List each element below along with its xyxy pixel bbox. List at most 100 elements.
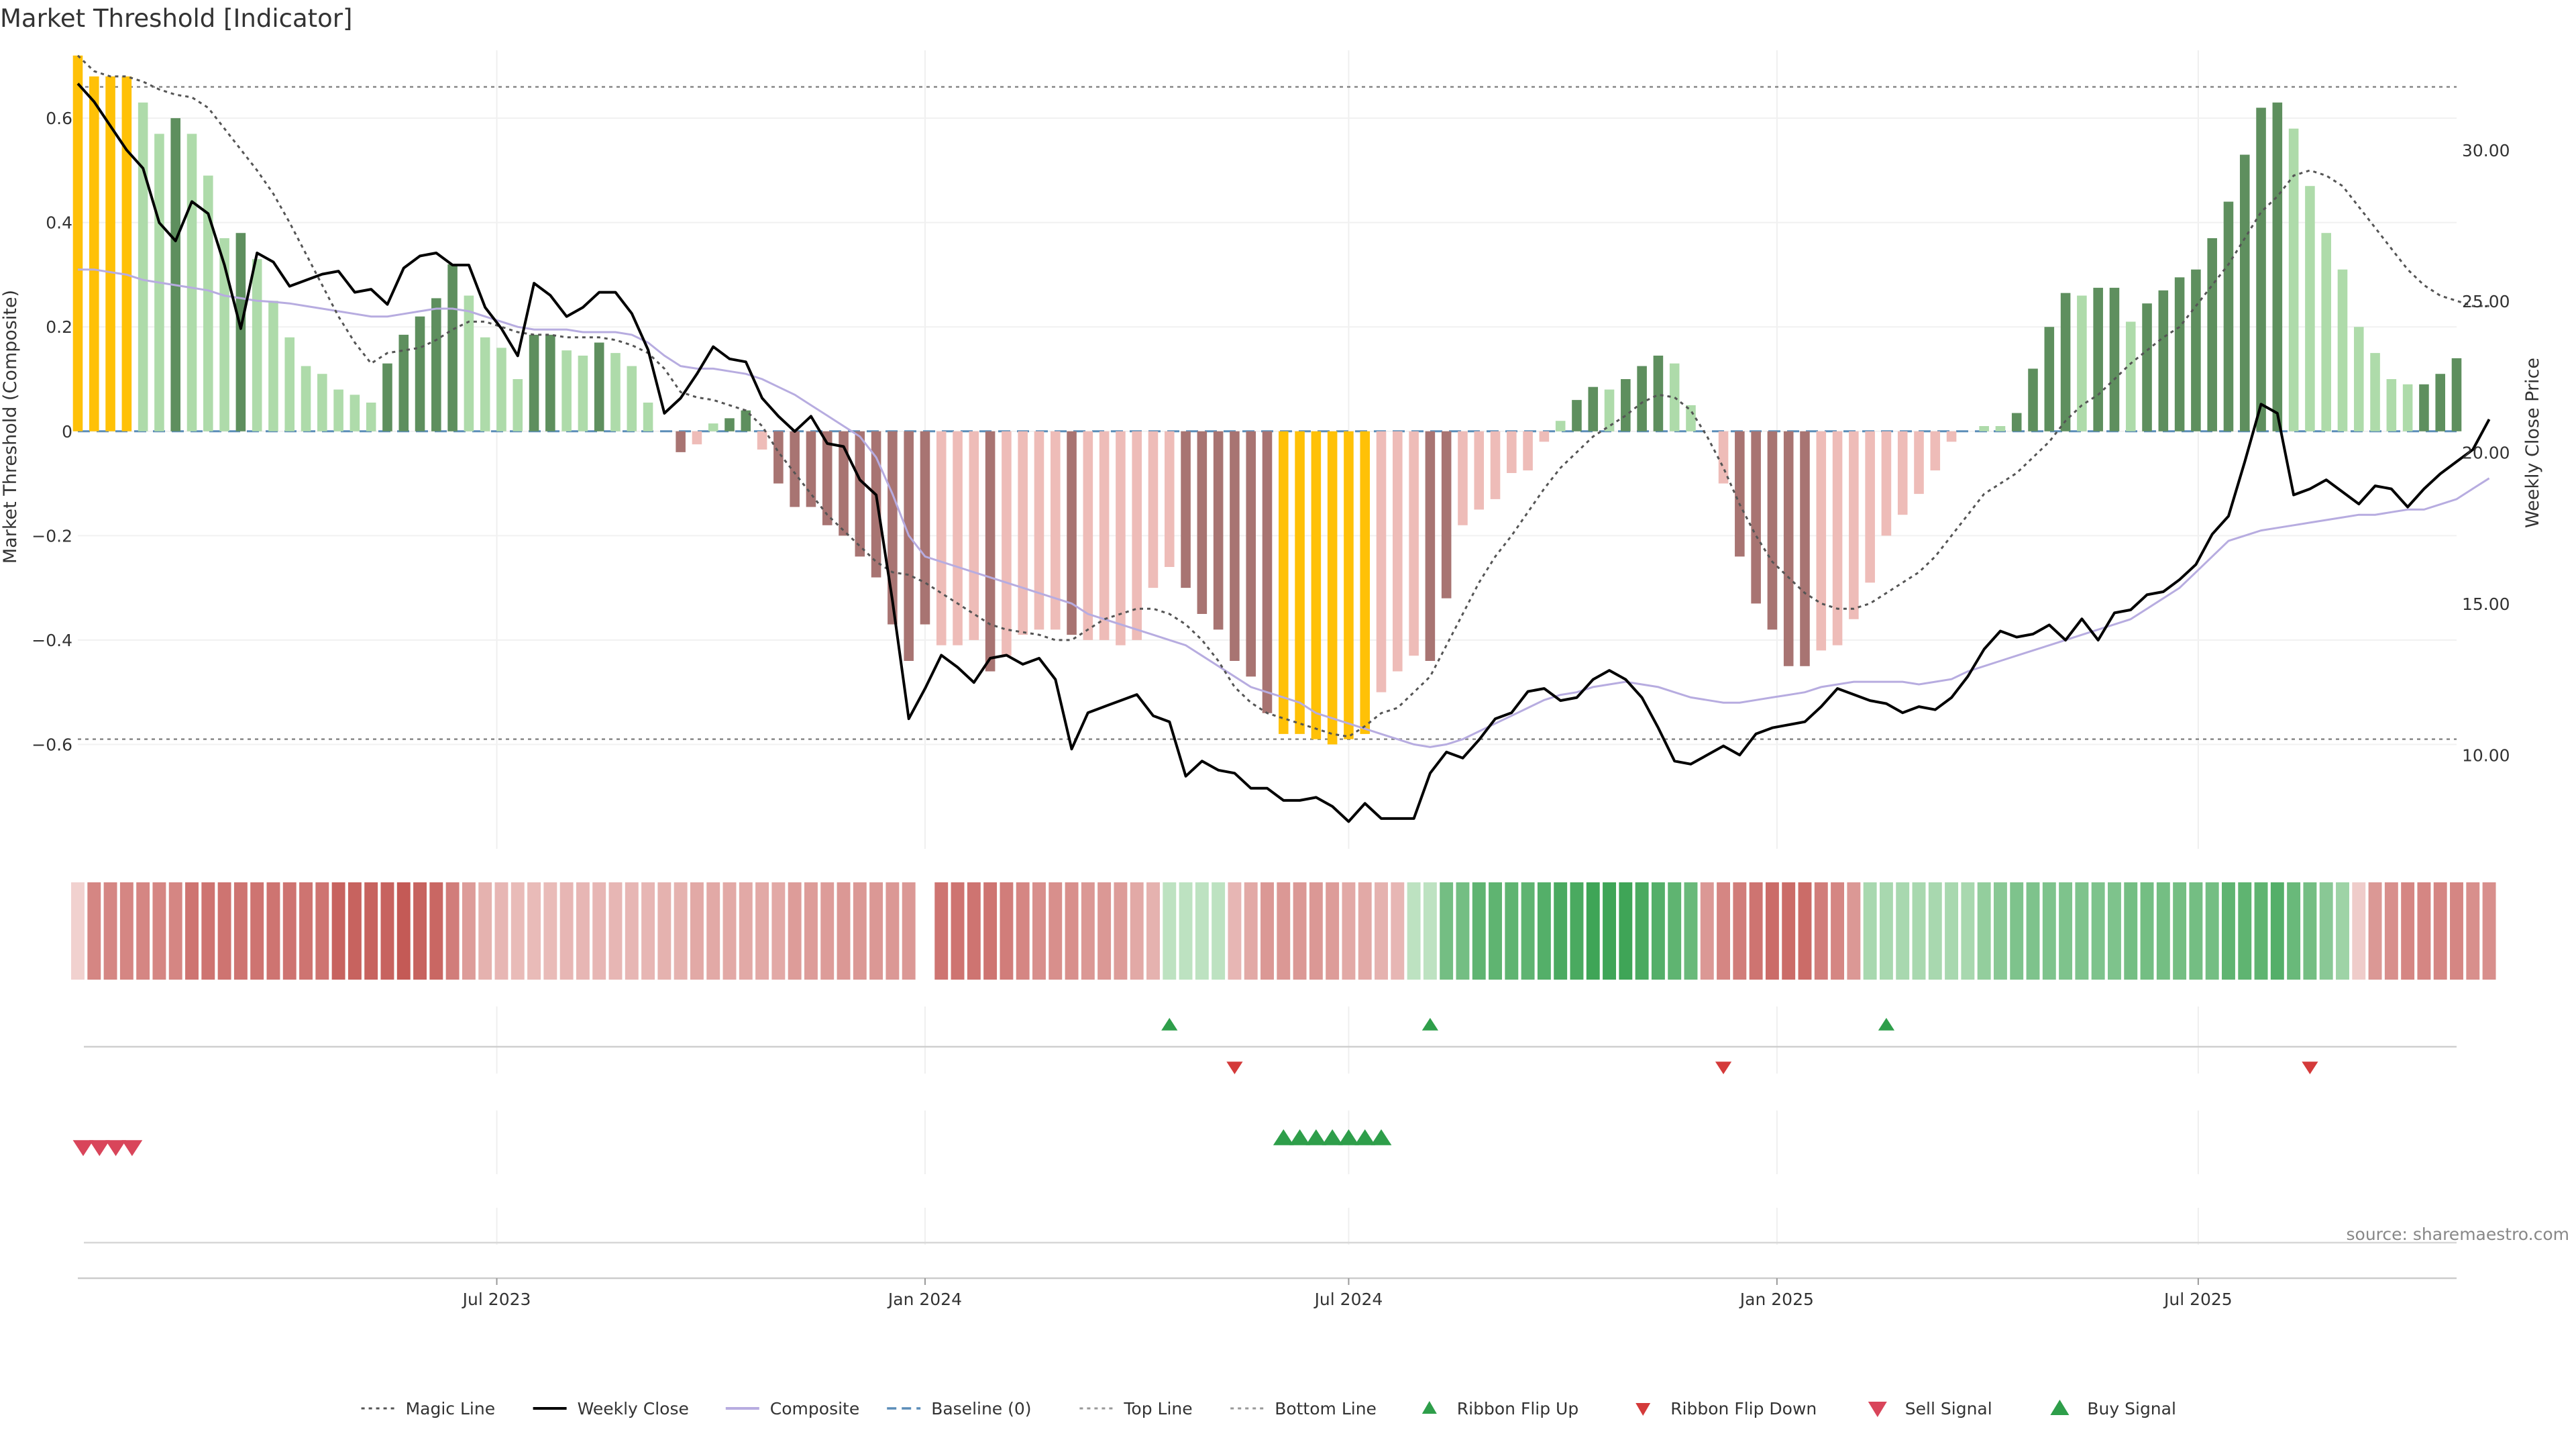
bar-131 (2207, 238, 2217, 431)
bar-74 (1279, 431, 1289, 734)
bar-75 (1295, 431, 1305, 734)
ribbon-cell-118 (1993, 882, 2007, 980)
y-right-tick-0: 30.00 (2462, 141, 2510, 160)
legend-label-7: Ribbon Flip Down (1670, 1399, 1817, 1418)
ribbon-flip-up-1 (1421, 1018, 1438, 1031)
ribbon-cell-128 (2156, 882, 2170, 980)
bar-107 (1816, 431, 1827, 651)
bar-145 (2435, 374, 2445, 431)
bar-58 (1018, 431, 1028, 635)
bar-115 (1946, 431, 1957, 442)
legend-label-4: Top Line (1123, 1399, 1192, 1418)
magic-line (76, 54, 2489, 738)
legend-item-7: Ribbon Flip Down (1635, 1399, 1817, 1418)
ribbon-cell-139 (2336, 882, 2349, 980)
bar-99 (1686, 405, 1696, 431)
bar-2 (105, 76, 115, 431)
ribbon-cell-85 (1456, 882, 1470, 980)
ribbon-cell-37 (674, 882, 688, 980)
bar-48 (855, 431, 865, 557)
bar-23 (447, 264, 458, 431)
ribbon-cell-17 (347, 882, 362, 980)
ribbon-cell-31 (576, 882, 590, 980)
ribbon-layer (71, 882, 2496, 980)
x-tick-2: Jul 2024 (1313, 1290, 1383, 1309)
ribbon-cell-117 (1977, 882, 1991, 980)
bar-133 (2239, 154, 2250, 431)
bar-27 (513, 379, 523, 431)
ribbon-cell-66 (1146, 882, 1160, 980)
bar-127 (2142, 303, 2152, 431)
bar-37 (676, 431, 686, 452)
ribbon-cell-30 (559, 882, 574, 980)
ribbon-cell-92 (1570, 882, 1584, 980)
ribbon-cell-112 (1896, 882, 1910, 980)
ribbon-cell-45 (804, 882, 818, 980)
bar-70 (1213, 431, 1224, 630)
bar-66 (1148, 431, 1159, 588)
legend-item-6: Ribbon Flip Up (1421, 1399, 1578, 1418)
bar-15 (317, 374, 327, 431)
ribbon-cell-11 (250, 882, 264, 980)
ribbon-cell-120 (2026, 882, 2040, 980)
bar-42 (757, 431, 767, 450)
ribbon-cell-115 (1945, 882, 1959, 980)
source-note: source: sharemaestro.com (2347, 1225, 2570, 1244)
buy-signal-3 (1322, 1129, 1343, 1145)
ribbon-cell-133 (2238, 882, 2252, 980)
ribbon-cell-69 (1195, 882, 1209, 980)
ribbon-cell-96 (1635, 882, 1649, 980)
legend-item-2: Composite (725, 1399, 859, 1418)
bar-87 (1490, 431, 1501, 499)
ribbon-cell-97 (1651, 882, 1665, 980)
ribbon-cell-14 (299, 882, 313, 980)
bar-90 (1539, 431, 1550, 442)
ribbon-cell-119 (2010, 882, 2024, 980)
ribbon-cell-20 (396, 882, 411, 980)
ribbon-cell-58 (1016, 882, 1030, 980)
bar-88 (1507, 431, 1517, 473)
ribbon-cell-49 (869, 882, 883, 980)
bar-54 (953, 431, 963, 645)
ribbon-cell-28 (527, 882, 541, 980)
bar-112 (1897, 431, 1908, 515)
ribbon-cell-116 (1961, 882, 1975, 980)
sell-signal-2 (105, 1140, 126, 1156)
y-left-tick-0: 0.6 (46, 109, 72, 128)
bar-12 (268, 301, 278, 431)
bar-67 (1164, 431, 1175, 567)
legend-swatch-7 (1635, 1403, 1651, 1416)
ribbon-cell-62 (1081, 882, 1095, 980)
legend-item-0: Magic Line (361, 1399, 495, 1418)
bar-97 (1653, 356, 1664, 431)
ribbon-cell-106 (1798, 882, 1812, 980)
bar-144 (2419, 384, 2429, 431)
bar-86 (1474, 431, 1485, 510)
ribbon-cell-83 (1423, 882, 1437, 980)
x-tick-1: Jan 2024 (887, 1290, 962, 1309)
bar-81 (1393, 431, 1403, 672)
y-right-tick-1: 25.00 (2462, 292, 2510, 311)
ribbon-cell-40 (722, 882, 737, 980)
lines-layer (76, 54, 2491, 823)
bar-7 (186, 134, 197, 431)
y-right-tick-4: 10.00 (2462, 745, 2510, 765)
bar-59 (1034, 431, 1044, 630)
ribbon-cell-41 (739, 882, 753, 980)
sell-signal-3 (121, 1140, 143, 1156)
bar-140 (2353, 327, 2364, 431)
ribbon-cell-108 (1831, 882, 1845, 980)
bar-95 (1621, 379, 1631, 431)
bar-139 (2337, 269, 2348, 431)
bar-16 (333, 389, 343, 431)
bar-136 (2288, 128, 2299, 431)
bar-43 (773, 431, 784, 484)
legend-swatch-8 (1868, 1402, 1887, 1417)
ribbon-cell-144 (2417, 882, 2431, 980)
bar-22 (431, 298, 441, 431)
ribbon-cell-145 (2433, 882, 2447, 980)
axes-layer: 0.6 0.4 0.2 0 −0.2 −0.4 −0.6 30.00 25.00 20.00 15.… (32, 109, 2510, 1309)
bar-69 (1197, 431, 1208, 614)
bar-31 (578, 356, 588, 431)
